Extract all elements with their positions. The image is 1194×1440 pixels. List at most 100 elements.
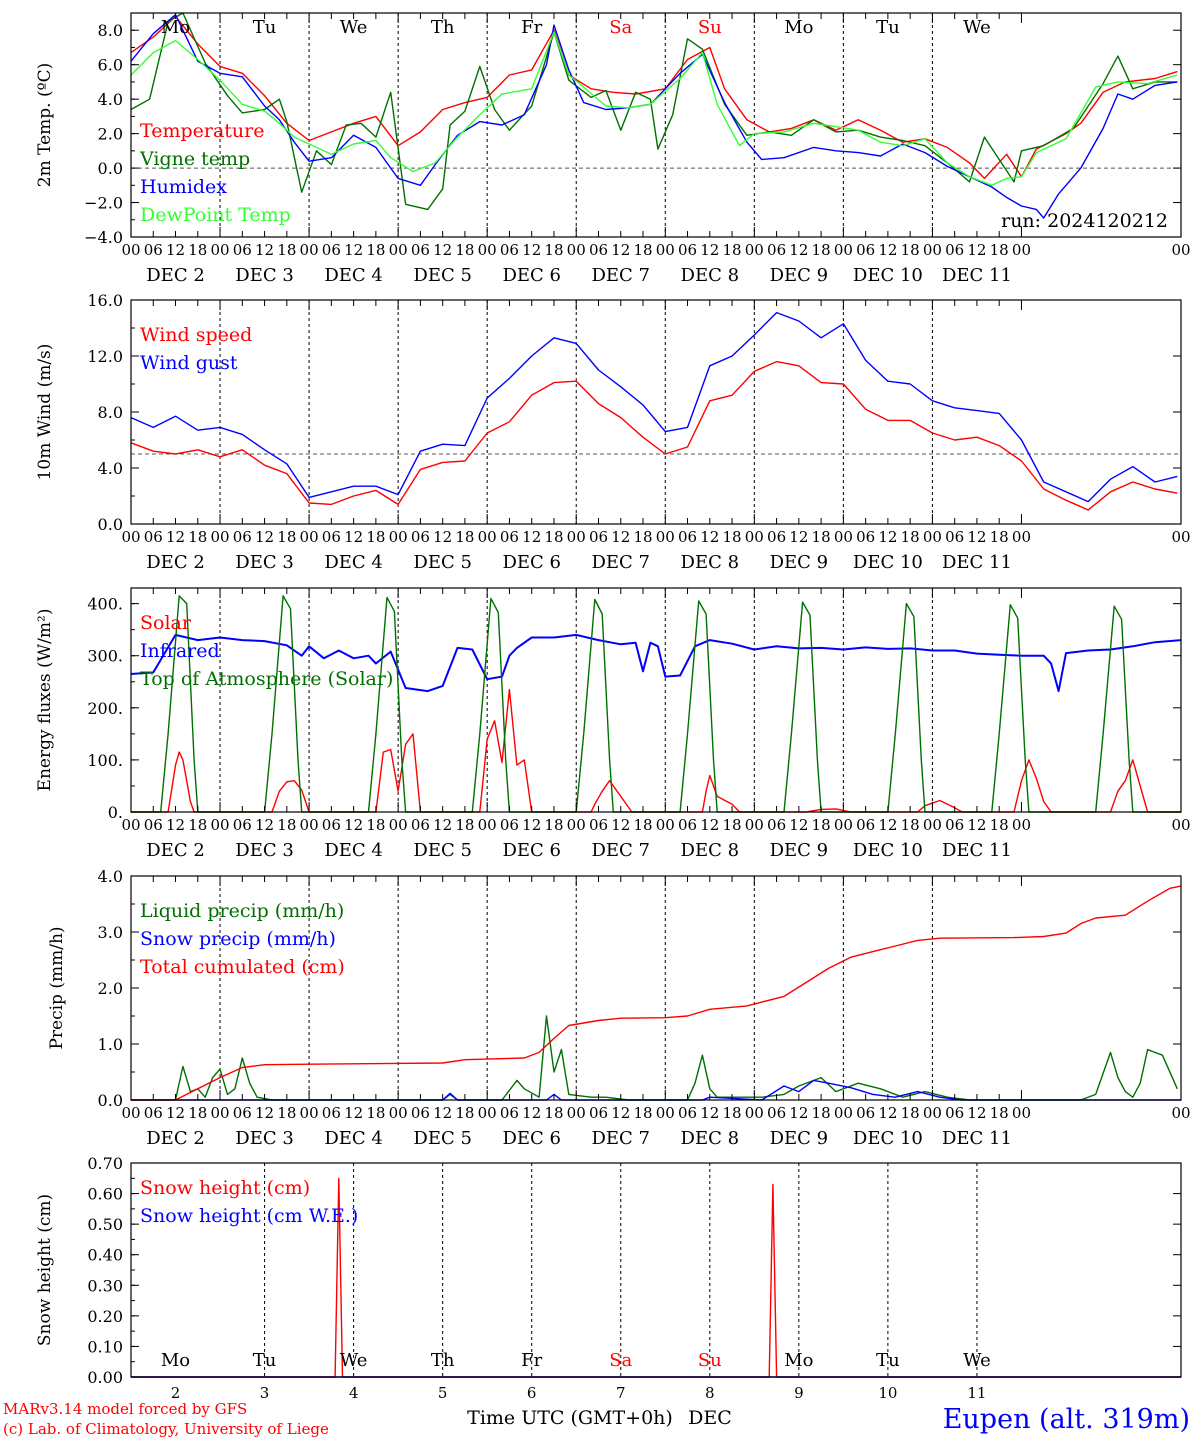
x-tick-label: 12 bbox=[522, 816, 541, 834]
date-label: DEC 6 bbox=[502, 840, 561, 861]
date-label: DEC 2 bbox=[146, 1128, 205, 1149]
x-tick-label: 00 bbox=[1171, 1104, 1190, 1122]
x-tick-label: 06 bbox=[500, 241, 519, 259]
x-tick-label: 06 bbox=[411, 241, 430, 259]
y-tick-label: 0.0 bbox=[98, 515, 123, 534]
x-tick-label: 06 bbox=[589, 241, 608, 259]
x-tick-label: 12 bbox=[789, 816, 808, 834]
x-tick-label: 00 bbox=[389, 1104, 408, 1122]
date-label: DEC 11 bbox=[942, 552, 1012, 573]
x-tick-label: 18 bbox=[723, 528, 742, 546]
weekday-label: Th bbox=[431, 17, 455, 38]
date-label: DEC 8 bbox=[681, 265, 740, 286]
x-tick-label: 18 bbox=[901, 1104, 920, 1122]
date-label: DEC 7 bbox=[591, 1128, 650, 1149]
x-tick-label: 06 bbox=[411, 1104, 430, 1122]
x-tick-label: 00 bbox=[656, 528, 675, 546]
x-tick-label: 12 bbox=[878, 816, 897, 834]
y-tick-label: 8.0 bbox=[98, 403, 123, 422]
x-tick-label: 18 bbox=[633, 1104, 652, 1122]
x-tick-label: 12 bbox=[700, 816, 719, 834]
x-tick-label: 18 bbox=[366, 1104, 385, 1122]
y-axis-label: Precip (mm/h) bbox=[47, 926, 67, 1049]
x-tick-label: 18 bbox=[277, 1104, 296, 1122]
date-label: DEC 2 bbox=[146, 552, 205, 573]
date-label: DEC 3 bbox=[235, 1128, 294, 1149]
x-tick-label: 06 bbox=[411, 528, 430, 546]
x-tick-label: 00 bbox=[389, 528, 408, 546]
x-tick-label: 18 bbox=[188, 816, 207, 834]
series-line-wind-speed bbox=[130, 360, 1178, 511]
x-tick-label: 12 bbox=[433, 241, 452, 259]
date-label: DEC 7 bbox=[591, 265, 650, 286]
x-tick-label: 00 bbox=[300, 241, 319, 259]
y-tick-label: 0.0 bbox=[98, 159, 123, 178]
x-tick-label: 00 bbox=[1012, 528, 1031, 546]
day-number: 3 bbox=[260, 1384, 270, 1402]
x-tick-label: 18 bbox=[455, 241, 474, 259]
y-tick-label: 0.60 bbox=[87, 1185, 123, 1204]
y-tick-label: 0.00 bbox=[87, 1368, 123, 1387]
weekday-label: Fr bbox=[521, 17, 542, 38]
weekday-label: Fr bbox=[521, 1350, 542, 1371]
y-tick-label: 0.20 bbox=[87, 1307, 123, 1326]
y-tick-label: 0.50 bbox=[87, 1215, 123, 1234]
x-tick-label: 00 bbox=[1171, 528, 1190, 546]
x-tick-label: 06 bbox=[589, 1104, 608, 1122]
x-tick-label: 12 bbox=[967, 816, 986, 834]
x-tick-label: 00 bbox=[121, 1104, 140, 1122]
x-tick-label: 06 bbox=[678, 816, 697, 834]
x-tick-label: 12 bbox=[878, 1104, 897, 1122]
x-tick-label: 18 bbox=[990, 528, 1009, 546]
y-tick-label: 2.0 bbox=[98, 979, 123, 998]
x-tick-label: 06 bbox=[945, 1104, 964, 1122]
run-label: run: 2024120212 bbox=[1001, 210, 1168, 232]
date-label: DEC 10 bbox=[853, 1128, 923, 1149]
x-tick-label: 18 bbox=[366, 816, 385, 834]
date-label: DEC 9 bbox=[770, 552, 829, 573]
x-tick-label: 18 bbox=[544, 1104, 563, 1122]
date-label: DEC 11 bbox=[942, 840, 1012, 861]
x-tick-label: 06 bbox=[767, 241, 786, 259]
y-tick-label: 8.0 bbox=[98, 21, 123, 40]
x-tick-label: 12 bbox=[344, 241, 363, 259]
x-tick-label: 06 bbox=[589, 816, 608, 834]
x-tick-label: 00 bbox=[834, 816, 853, 834]
x-tick-label: 00 bbox=[745, 816, 764, 834]
x-tick-label: 12 bbox=[255, 528, 274, 546]
legend-entry: Total cumulated (cm) bbox=[140, 956, 345, 978]
legend-entry: Snow height (cm W.E.) bbox=[140, 1205, 358, 1227]
x-tick-label: 18 bbox=[723, 1104, 742, 1122]
series-line-liquid-precip-mm-h bbox=[131, 1015, 1178, 1101]
x-tick-label: 18 bbox=[633, 241, 652, 259]
x-tick-label: 06 bbox=[945, 528, 964, 546]
x-tick-label: 18 bbox=[277, 528, 296, 546]
date-label: DEC 7 bbox=[591, 840, 650, 861]
x-tick-label: 06 bbox=[233, 528, 252, 546]
date-label: DEC 5 bbox=[413, 265, 472, 286]
y-tick-label: 3.0 bbox=[98, 923, 123, 942]
x-tick-label: 12 bbox=[789, 1104, 808, 1122]
weekday-label: Mo bbox=[784, 1350, 813, 1371]
date-label: DEC 9 bbox=[770, 840, 829, 861]
x-tick-label: 06 bbox=[233, 1104, 252, 1122]
x-tick-label: 00 bbox=[567, 241, 586, 259]
x-tick-label: 00 bbox=[478, 528, 497, 546]
x-tick-label: 12 bbox=[700, 528, 719, 546]
x-tick-label: 12 bbox=[344, 1104, 363, 1122]
y-tick-label: 200. bbox=[87, 699, 123, 718]
date-label: DEC 8 bbox=[681, 840, 740, 861]
x-tick-label: 18 bbox=[723, 241, 742, 259]
x-tick-label: 06 bbox=[144, 816, 163, 834]
date-label: DEC 6 bbox=[502, 552, 561, 573]
x-tick-label: 12 bbox=[967, 1104, 986, 1122]
legend-entry: Snow height (cm) bbox=[140, 1177, 310, 1199]
x-tick-label: 00 bbox=[1171, 816, 1190, 834]
x-tick-label: 12 bbox=[611, 241, 630, 259]
x-tick-label: 06 bbox=[322, 528, 341, 546]
x-tick-label: 00 bbox=[923, 528, 942, 546]
plot-frame bbox=[130, 587, 1182, 813]
day-number: 5 bbox=[438, 1384, 448, 1402]
legend-entry: Wind speed bbox=[140, 324, 252, 346]
series-line-wind-gust bbox=[130, 311, 1178, 503]
